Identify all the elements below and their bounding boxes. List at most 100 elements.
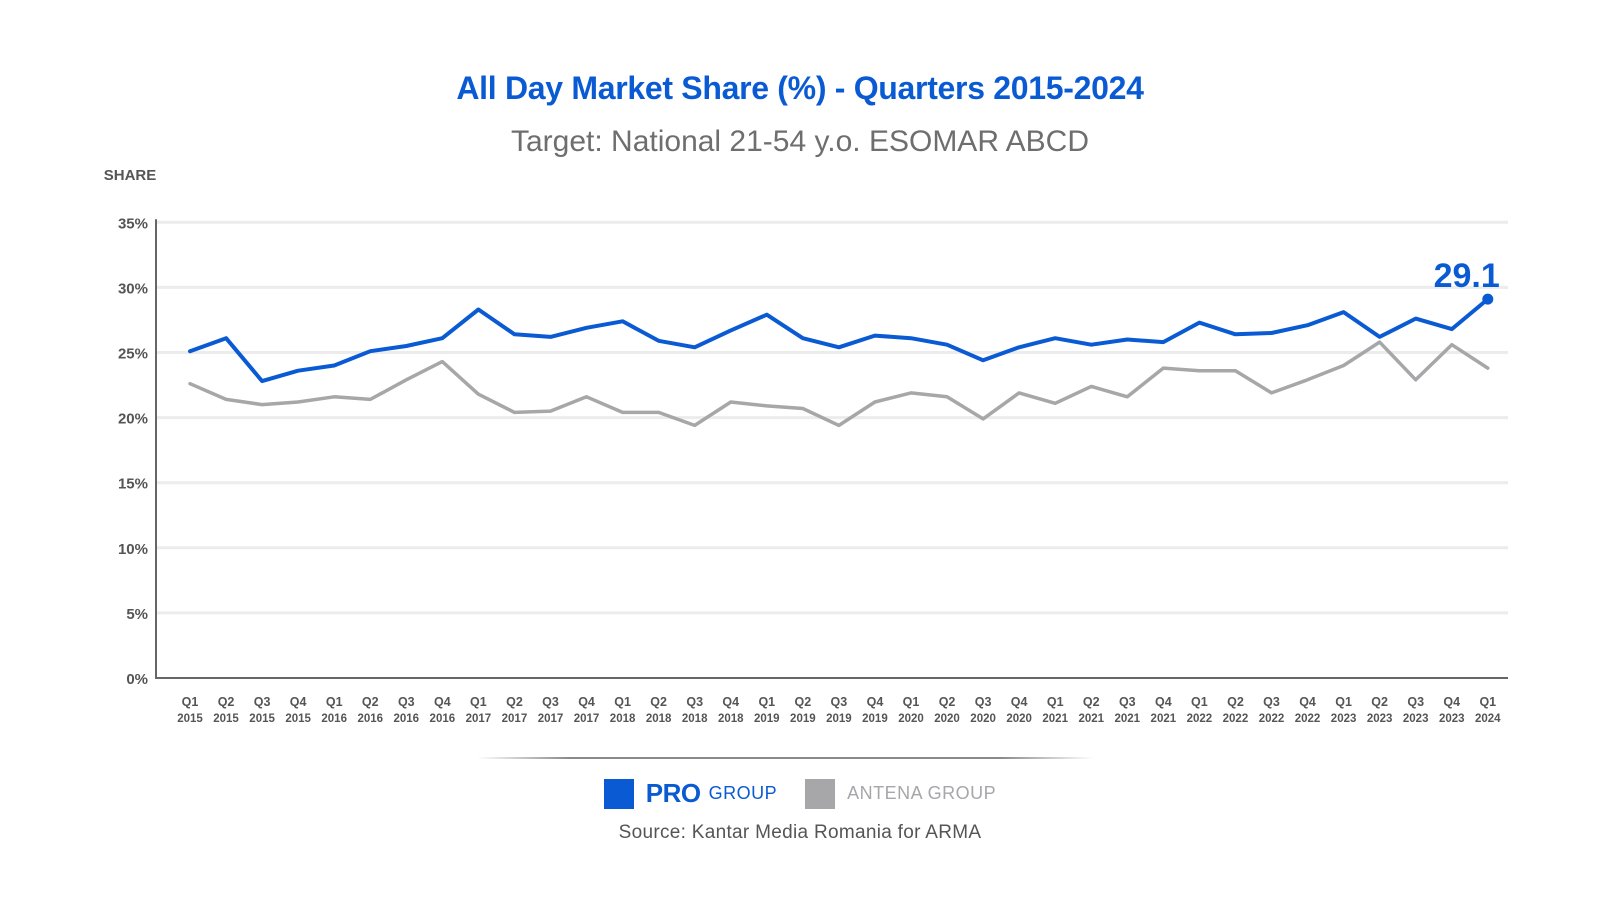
x-tick-quarter: Q4 — [1299, 695, 1316, 709]
x-tick-label: Q4 2020 — [1006, 695, 1032, 725]
x-tick-quarter: Q1 — [1191, 695, 1208, 709]
x-tick-quarter: Q3 — [831, 695, 848, 709]
x-tick-label: Q2 2021 — [1078, 695, 1104, 725]
divider — [477, 757, 1093, 759]
x-tick-label: Q4 2017 — [574, 695, 600, 725]
x-tick-label: Q1 2018 — [610, 695, 636, 725]
x-tick-quarter: Q2 — [1371, 695, 1388, 709]
x-tick-quarter: Q3 — [975, 695, 992, 709]
x-tick-label: Q4 2015 — [285, 695, 311, 725]
x-tick-quarter: Q1 — [326, 695, 343, 709]
x-tick-quarter: Q1 — [1335, 695, 1352, 709]
legend-swatch-antena-group — [805, 778, 836, 809]
x-tick-quarter: Q1 — [1047, 695, 1064, 709]
x-tick-year: 2019 — [790, 713, 816, 725]
x-tick-quarter: Q3 — [1407, 695, 1424, 709]
x-tick-label: Q1 2020 — [898, 695, 924, 725]
x-tick-quarter: Q4 — [1155, 695, 1172, 709]
x-tick-year: 2020 — [934, 713, 960, 725]
y-tick-label: 25% — [118, 346, 148, 363]
x-tick-year: 2021 — [1115, 713, 1141, 725]
legend: PRO GROUP ANTENA GROUP — [0, 778, 1600, 809]
x-tick-quarter: Q2 — [218, 695, 235, 709]
x-tick-year: 2020 — [1006, 713, 1032, 725]
x-tick-label: Q4 2016 — [430, 695, 456, 725]
x-tick-quarter: Q4 — [867, 695, 884, 709]
x-tick-year: 2016 — [321, 713, 347, 725]
series-line-pro-group — [188, 297, 1490, 384]
x-tick-quarter: Q1 — [614, 695, 631, 709]
x-tick-year: 2019 — [754, 713, 780, 725]
legend-pro-strong: PRO — [645, 778, 701, 808]
x-tick-label: Q4 2018 — [718, 695, 744, 725]
x-tick-year: 2017 — [538, 713, 564, 725]
x-tick-label: Q3 2020 — [970, 695, 996, 725]
legend-item-antena-group: ANTENA GROUP — [805, 778, 997, 809]
y-tick-label: 10% — [118, 541, 148, 558]
legend-antena-label: ANTENA GROUP — [847, 783, 997, 803]
x-tick-year: 2015 — [285, 713, 311, 725]
x-tick-year: 2024 — [1475, 713, 1501, 725]
x-tick-year: 2023 — [1367, 713, 1393, 725]
x-tick-year: 2023 — [1331, 713, 1357, 725]
x-tick-quarter: Q3 — [1263, 695, 1280, 709]
legend-swatch-pro-group — [603, 778, 634, 809]
x-tick-year: 2015 — [177, 713, 203, 725]
x-tick-year: 2021 — [1078, 713, 1104, 725]
y-axis-label: SHARE — [104, 167, 157, 184]
x-tick-label: Q3 2021 — [1115, 695, 1141, 725]
x-tick-label: Q1 2021 — [1042, 695, 1068, 725]
x-tick-quarter: Q1 — [1479, 695, 1496, 709]
x-tick-label: Q3 2022 — [1259, 695, 1285, 725]
x-tick-quarter: Q1 — [470, 695, 487, 709]
x-tick-year: 2019 — [862, 713, 888, 725]
x-tick-quarter: Q3 — [398, 695, 415, 709]
x-tick-quarter: Q3 — [254, 695, 271, 709]
x-tick-quarter: Q3 — [1119, 695, 1136, 709]
x-tick-label: Q3 2023 — [1403, 695, 1429, 725]
x-tick-quarter: Q4 — [290, 695, 307, 709]
y-tick-label: 0% — [126, 671, 148, 688]
x-tick-year: 2015 — [213, 713, 239, 725]
x-tick-quarter: Q2 — [939, 695, 956, 709]
x-tick-year: 2018 — [682, 713, 708, 725]
x-tick-label: Q3 2019 — [826, 695, 852, 725]
x-tick-label: Q4 2023 — [1439, 695, 1465, 725]
y-tick-label: 35% — [118, 215, 148, 232]
x-tick-label: Q3 2018 — [682, 695, 708, 725]
x-tick-label: Q3 2015 — [249, 695, 275, 725]
x-tick-quarter: Q1 — [182, 695, 199, 709]
y-tick-label: 15% — [118, 476, 148, 493]
x-tick-quarter: Q2 — [362, 695, 379, 709]
x-tick-label: Q1 2022 — [1187, 695, 1213, 725]
x-tick-quarter: Q3 — [542, 695, 559, 709]
x-tick-label: Q2 2020 — [934, 695, 960, 725]
x-tick-year: 2020 — [898, 713, 924, 725]
x-tick-label: Q4 2019 — [862, 695, 888, 725]
x-tick-label: Q2 2023 — [1367, 695, 1393, 725]
x-tick-quarter: Q2 — [506, 695, 523, 709]
x-tick-label: Q2 2019 — [790, 695, 816, 725]
x-tick-quarter: Q2 — [1083, 695, 1100, 709]
x-tick-quarter: Q4 — [722, 695, 739, 709]
x-tick-year: 2016 — [394, 713, 420, 725]
y-tick-label: 30% — [118, 280, 148, 297]
x-tick-year: 2021 — [1042, 713, 1068, 725]
x-tick-label: Q2 2022 — [1223, 695, 1249, 725]
x-tick-quarter: Q4 — [434, 695, 451, 709]
x-tick-label: Q3 2016 — [394, 695, 420, 725]
legend-pro-label: GROUP — [708, 783, 778, 803]
x-tick-year: 2016 — [430, 713, 456, 725]
legend-item-pro-group: PRO GROUP — [603, 778, 778, 809]
x-tick-quarter: Q4 — [578, 695, 595, 709]
x-tick-label: Q2 2017 — [502, 695, 528, 725]
series-line-antena-group — [188, 340, 1490, 428]
source-note: Source: Kantar Media Romania for ARMA — [618, 822, 982, 843]
x-tick-label: Q1 2017 — [466, 695, 492, 725]
x-tick-year: 2018 — [718, 713, 744, 725]
x-tick-year: 2015 — [249, 713, 275, 725]
x-tick-year: 2023 — [1403, 713, 1429, 725]
x-tick-year: 2022 — [1295, 713, 1321, 725]
x-tick-label: Q1 2023 — [1331, 695, 1357, 725]
